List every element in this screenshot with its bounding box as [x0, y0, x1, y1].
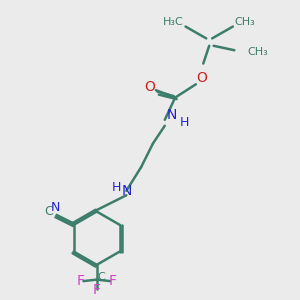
Text: O: O [145, 80, 155, 94]
Text: N: N [51, 201, 61, 214]
Text: N: N [121, 184, 131, 198]
Text: F: F [76, 274, 84, 288]
Text: C: C [97, 272, 105, 282]
Text: CH₃: CH₃ [234, 17, 255, 27]
Text: H: H [111, 182, 121, 194]
Text: O: O [196, 71, 207, 85]
Text: H₃C: H₃C [163, 17, 184, 27]
Text: C: C [44, 205, 53, 218]
Text: H: H [179, 116, 189, 129]
Text: F: F [93, 283, 101, 297]
Text: F: F [109, 274, 117, 288]
Text: CH₃: CH₃ [248, 47, 268, 57]
Text: N: N [167, 108, 177, 122]
